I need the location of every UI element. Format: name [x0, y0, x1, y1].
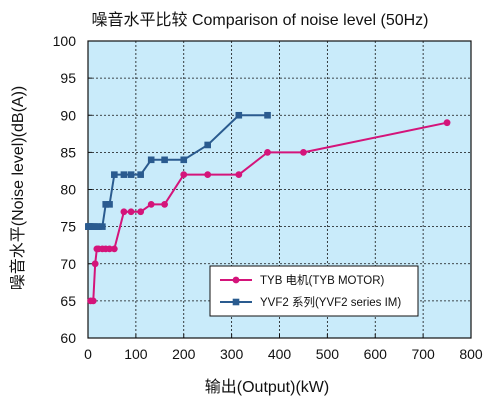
y-tick-label: 95 [60, 70, 76, 86]
series-2 [85, 111, 271, 230]
legend-marker [232, 276, 240, 284]
data-point [264, 111, 271, 119]
x-tick-label: 700 [411, 346, 435, 362]
y-tick-label: 70 [60, 256, 76, 272]
legend-label: TYB 电机(TYB MOTOR) [260, 273, 385, 287]
x-tick-labels: 0 100 200 300 400 500 600 700 800 [84, 346, 483, 362]
data-point [147, 200, 155, 208]
x-tick-label: 800 [459, 346, 483, 362]
x-tick-label: 400 [268, 346, 292, 362]
data-point [180, 156, 188, 164]
x-tick-label: 300 [220, 346, 244, 362]
data-point [111, 171, 118, 178]
legend-label: YVF2 系列(YVF2 series IM) [260, 295, 401, 309]
data-point [180, 171, 188, 179]
y-tick-label: 100 [53, 33, 77, 49]
data-point [443, 119, 451, 127]
y-tick-label: 80 [60, 182, 76, 198]
data-point [235, 111, 243, 119]
x-tick-label: 500 [316, 346, 340, 362]
y-tick-labels: 60 65 70 75 80 85 90 95 100 [53, 33, 77, 346]
data-point [127, 171, 135, 178]
legend-marker [232, 298, 240, 306]
data-point [127, 208, 135, 216]
x-tick-label: 100 [124, 346, 148, 362]
data-point [300, 148, 307, 156]
data-point [137, 171, 144, 178]
data-point [106, 245, 113, 253]
data-point [102, 201, 110, 208]
x-tick-label: 0 [84, 346, 92, 362]
data-point [110, 245, 118, 253]
y-tick-label: 75 [60, 219, 76, 235]
x-axis-label: 输出(Output)(kW) [205, 378, 329, 396]
data-point [120, 208, 128, 216]
x-tick-label: 200 [172, 346, 196, 362]
data-point [204, 171, 212, 179]
series-layer [85, 111, 451, 305]
chart-title: 噪音水平比较 Comparison of noise level (50Hz) [92, 11, 429, 29]
data-point [89, 297, 97, 305]
data-point [106, 201, 113, 208]
data-point [95, 223, 102, 230]
y-tick-label: 60 [60, 330, 76, 346]
series-1 [87, 119, 451, 305]
data-point [264, 148, 271, 156]
data-point [99, 223, 106, 230]
data-point [91, 260, 99, 268]
data-point [204, 141, 211, 149]
y-tick-label: 85 [60, 144, 76, 160]
y-tick-label: 65 [60, 293, 76, 309]
x-tick-label: 600 [364, 346, 388, 362]
legend: TYB 电机(TYB MOTOR) YVF2 系列(YVF2 series IM) [209, 265, 419, 317]
data-point [161, 200, 169, 208]
y-tick-label: 90 [60, 107, 76, 123]
data-point [137, 208, 145, 216]
data-point [147, 156, 155, 164]
data-point [161, 156, 168, 164]
legend-box [209, 265, 419, 317]
y-axis-label: 噪音水平(Noise level)(dB(A)) [9, 86, 27, 290]
legend-item-2: YVF2 系列(YVF2 series IM) [220, 295, 401, 309]
data-point [120, 171, 128, 178]
data-point [235, 171, 243, 179]
legend-item-1: TYB 电机(TYB MOTOR) [220, 273, 385, 287]
